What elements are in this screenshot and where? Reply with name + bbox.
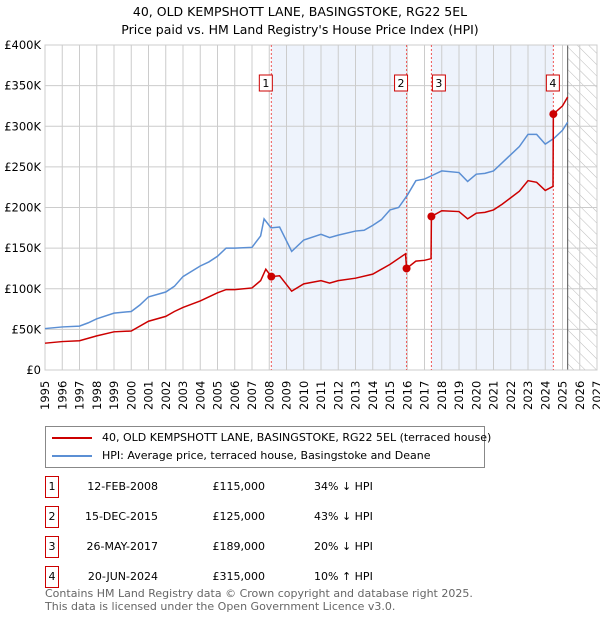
sale-badge: 4	[45, 566, 59, 588]
x-tick-label: 2022	[504, 381, 518, 410]
x-tick-label: 2002	[159, 381, 173, 410]
x-tick-label: 2005	[211, 381, 225, 410]
chart-subtitle: Price paid vs. HM Land Registry's House …	[121, 22, 479, 37]
x-tick-label: 2023	[521, 381, 535, 410]
sale-label-box	[545, 74, 560, 92]
legend-label-property: 40, OLD KEMPSHOTT LANE, BASINGSTOKE, RG2…	[102, 431, 492, 444]
chart-title: 40, OLD KEMPSHOTT LANE, BASINGSTOKE, RG2…	[132, 4, 468, 19]
x-tick-label: 2016	[400, 381, 414, 410]
sale-point	[549, 110, 558, 119]
sale-price: £115,000	[212, 480, 266, 493]
x-tick-label: 2003	[176, 381, 190, 410]
legend-red-line	[52, 436, 92, 439]
y-tick-label: £100K	[4, 282, 41, 296]
x-tick-label: 2009	[280, 381, 294, 410]
sale-label-number: 2	[398, 77, 405, 90]
footer-line-2: This data is licensed under the Open Gov…	[45, 600, 396, 613]
sale-label-box	[431, 74, 446, 92]
x-tick-label: 2010	[297, 381, 311, 410]
legend: 40, OLD KEMPSHOTT LANE, BASINGSTOKE, RG2…	[45, 426, 491, 468]
property-price-line	[44, 96, 569, 344]
x-tick-label: 1996	[55, 381, 69, 410]
x-tick-label: 2012	[331, 381, 345, 410]
y-tick-label: £0	[26, 363, 41, 377]
sale-price: £315,000	[212, 570, 266, 583]
x-tick-label: 2004	[193, 381, 207, 410]
x-tick-label: 2013	[349, 381, 363, 410]
sale-hpi-diff: 34% ↓ HPI	[314, 480, 373, 493]
x-tick-label: 2024	[538, 381, 552, 410]
x-tick-label: 2019	[452, 381, 466, 410]
sale-date: 20-JUN-2024	[87, 570, 158, 583]
sale-label-number: 1	[262, 77, 269, 90]
x-tick-label: 2021	[487, 381, 501, 410]
x-tick-label: 2026	[573, 381, 587, 410]
sale-badge: 2	[45, 506, 59, 528]
sale-price: £125,000	[212, 510, 266, 523]
hpi-line	[44, 121, 569, 330]
sale-date: 12-FEB-2008	[87, 480, 158, 493]
x-tick-label: 2027	[590, 381, 600, 410]
plot-frame	[44, 44, 598, 371]
sale-hpi-diff: 20% ↓ HPI	[314, 540, 373, 553]
x-tick-label: 2014	[366, 381, 380, 410]
y-tick-label: £150K	[4, 241, 41, 255]
x-tick-label: 1995	[38, 381, 52, 410]
x-tick-label: 2018	[435, 381, 449, 410]
x-tick-label: 2000	[124, 381, 138, 410]
x-tick-label: 2008	[262, 381, 276, 410]
y-tick-label: £200K	[4, 201, 41, 215]
sale-point	[427, 212, 436, 221]
y-tick-label: £350K	[4, 79, 41, 93]
y-tick-label: £250K	[4, 160, 41, 174]
sale-point	[267, 272, 276, 281]
x-tick-label: 1997	[73, 381, 87, 410]
sale-label-box	[258, 74, 273, 92]
footer-line-1: Contains HM Land Registry data © Crown c…	[45, 587, 473, 600]
price-chart: 1995 1996 1997 1998 1999 2000 2001 2002 2003 2004…	[4, 38, 600, 410]
sale-label-box	[394, 74, 409, 92]
x-tick-label: 2025	[556, 381, 570, 410]
sale-date: 26-MAY-2017	[86, 540, 158, 553]
x-tick-label: 2006	[228, 381, 242, 410]
legend-blue-line	[52, 454, 92, 457]
x-tick-label: 1999	[107, 381, 121, 410]
sale-date: 15-DEC-2015	[84, 510, 158, 523]
sale-badge: 3	[45, 536, 59, 558]
y-tick-label: £300K	[4, 119, 41, 133]
x-tick-label: 2007	[245, 381, 259, 410]
sale-point	[402, 264, 411, 273]
sale-badge: 1	[45, 476, 59, 498]
y-tick-label: £400K	[4, 38, 41, 52]
x-tick-label: 2011	[314, 381, 328, 410]
sale-hpi-diff: 10% ↑ HPI	[314, 570, 373, 583]
x-tick-label: 1998	[90, 381, 104, 410]
x-tick-label: 2020	[469, 381, 483, 410]
x-tick-label: 2001	[142, 381, 156, 410]
y-tick-label: £50K	[12, 322, 42, 336]
x-tick-label: 2015	[383, 381, 397, 410]
sale-label-number: 4	[549, 77, 556, 90]
sale-price: £189,000	[212, 540, 266, 553]
legend-label-hpi: HPI: Average price, terraced house, Basi…	[102, 449, 431, 462]
sale-hpi-diff: 43% ↓ HPI	[314, 510, 373, 523]
x-tick-label: 2017	[418, 381, 432, 410]
sale-label-number: 3	[435, 77, 442, 90]
